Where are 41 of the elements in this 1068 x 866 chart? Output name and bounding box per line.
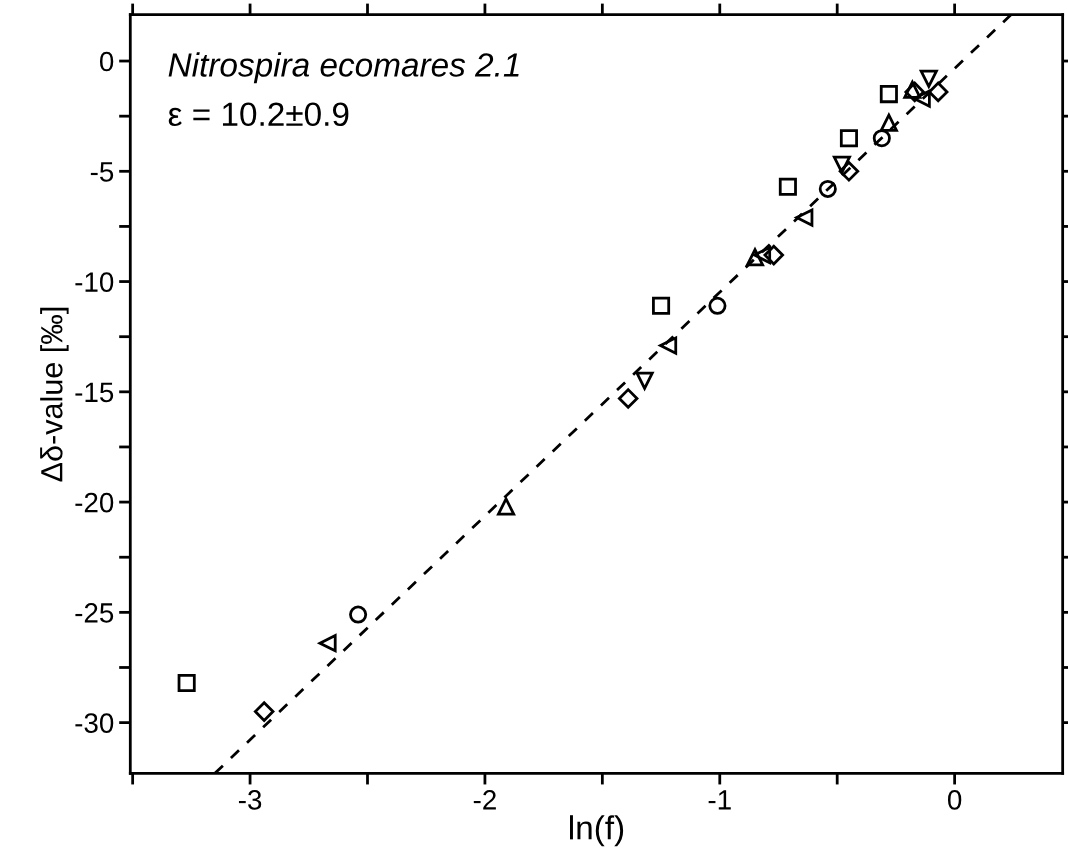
y-tick-label: -20 — [75, 492, 114, 513]
point — [497, 497, 516, 516]
point — [349, 605, 368, 624]
point — [617, 388, 639, 409]
y-tick-label: -15 — [75, 382, 114, 403]
y-axis-title: Δδ-value [‰] — [40, 307, 69, 482]
point — [838, 161, 860, 182]
annotation: ε = 10.2±0.9 — [168, 102, 349, 127]
y-tick-label: 0 — [99, 51, 114, 72]
point — [253, 701, 275, 722]
point — [708, 296, 727, 315]
point — [635, 371, 654, 390]
point — [659, 336, 678, 355]
point — [753, 246, 772, 265]
point — [652, 296, 671, 315]
y-tick-label: -10 — [75, 272, 114, 292]
point — [763, 244, 785, 266]
y-tick-label: -5 — [90, 162, 114, 182]
x-tick-label: -2 — [473, 790, 496, 810]
x-axis-title: ln(f) — [570, 815, 624, 847]
point — [927, 81, 949, 103]
point — [912, 89, 931, 108]
point — [839, 129, 858, 148]
point — [818, 179, 837, 198]
point — [919, 69, 938, 88]
x-tick-label: -1 — [708, 790, 731, 810]
y-tick-label: -30 — [75, 713, 114, 733]
annotation: Nitrospira ecomares 2.1 — [168, 52, 519, 84]
point — [879, 85, 898, 104]
x-tick-label: -3 — [238, 790, 262, 810]
point — [318, 634, 337, 653]
x-tick-label: 0 — [947, 790, 962, 810]
point — [879, 113, 898, 132]
point — [745, 248, 765, 267]
point — [832, 155, 851, 174]
point — [795, 208, 814, 227]
y-tick-label: -25 — [75, 603, 114, 623]
point — [778, 177, 797, 196]
point — [904, 81, 925, 103]
point — [177, 673, 196, 692]
point — [872, 129, 891, 148]
